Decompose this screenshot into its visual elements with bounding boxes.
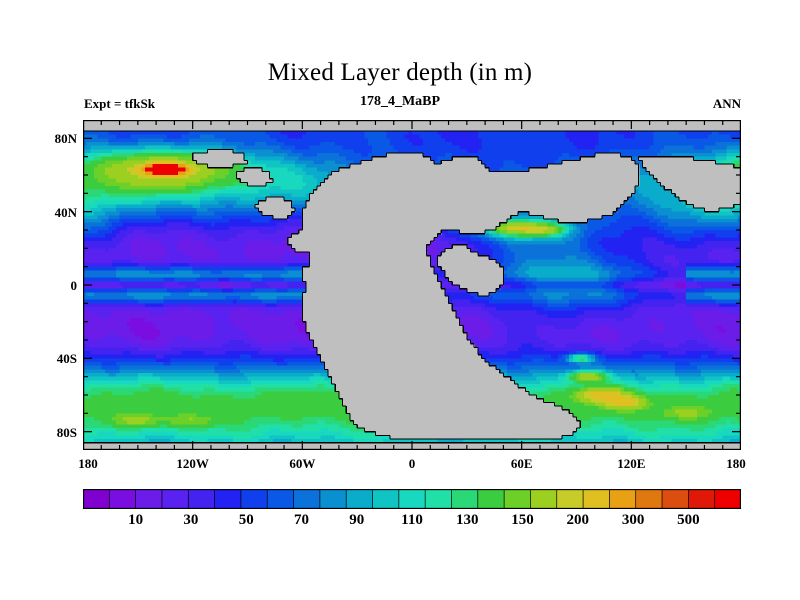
colorbar-tick-label: 200 <box>566 512 590 528</box>
coastline <box>83 120 741 450</box>
colorbar-tick-label: 110 <box>401 512 423 528</box>
x-axis-labels: 180 120W 60W 0 60E 120E 180 <box>78 456 746 474</box>
page-title: Mixed Layer depth (in m) <box>267 59 533 86</box>
y-tick-label: 80N <box>54 131 77 147</box>
colorbar-svg <box>83 489 741 509</box>
experiment-label: Expt = tfkSk <box>84 96 155 111</box>
y-axis-labels: 80N 40N 0 40S 80S <box>34 120 77 450</box>
land-mask <box>83 120 741 450</box>
y-tick-label: 80S <box>56 424 77 440</box>
season-label: ANN <box>712 96 741 111</box>
colorbar-tick-label: 130 <box>456 512 479 528</box>
x-tick-label: 60E <box>510 456 533 471</box>
colorbar-tick-label: 10 <box>128 512 144 528</box>
y-tick-label: 40N <box>54 204 77 220</box>
mld-field <box>83 131 741 444</box>
colorbar-labels: 10 30 50 70 90 110 130 150 200 300 500 <box>83 511 741 531</box>
x-tick-label: 120E <box>617 456 646 471</box>
x-tick-label: 180 <box>78 456 98 471</box>
figure-subtitle: 178_4_MaBP <box>359 94 441 109</box>
x-tick-label: 0 <box>408 456 416 471</box>
x-tick-label: 60W <box>289 456 316 471</box>
plot-axes <box>83 120 741 450</box>
colorbar-tick-label: 500 <box>677 512 700 528</box>
colorbar-cells <box>83 489 741 509</box>
colorbar <box>83 489 741 509</box>
colorbar-tick-label: 300 <box>621 512 645 528</box>
colorbar-tick-label: 30 <box>183 512 199 528</box>
map-plot <box>83 120 741 450</box>
x-tick-label: 180 <box>726 456 746 471</box>
y-tick-label: 40S <box>56 351 77 367</box>
colorbar-tick-label: 50 <box>238 512 254 528</box>
y-tick-label: 0 <box>70 278 78 293</box>
colorbar-tick-label: 70 <box>294 512 309 528</box>
map-plot-svg <box>83 120 741 450</box>
x-tick-label: 120W <box>176 456 209 471</box>
colorbar-tick-label: 150 <box>511 512 534 528</box>
colorbar-tick-label: 90 <box>349 512 365 528</box>
